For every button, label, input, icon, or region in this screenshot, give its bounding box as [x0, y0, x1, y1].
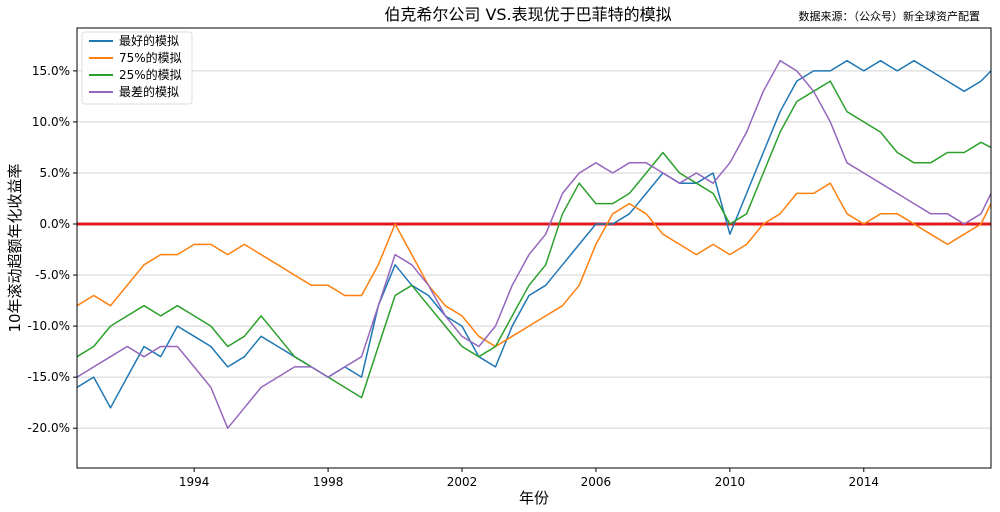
x-tick-label: 2010: [715, 475, 746, 489]
legend-label: 最好的模拟: [119, 33, 179, 48]
y-tick-label: -20.0%: [28, 421, 70, 435]
y-tick-label: 15.0%: [32, 64, 70, 78]
y-tick-label: -15.0%: [28, 370, 70, 384]
y-tick-label: 0.0%: [40, 217, 71, 231]
y-tick-label: 5.0%: [40, 166, 71, 180]
x-tick-label: 1998: [313, 475, 344, 489]
series-line-4: [76, 59, 992, 429]
x-tick-label: 2014: [849, 475, 880, 489]
y-tick-label: -10.0%: [28, 319, 70, 333]
series-group: [76, 59, 992, 429]
data-source: 数据来源：（公众号）新全球资产配置: [799, 9, 981, 23]
x-axis: 1994 1998 2002 2006 2010 2014: [179, 468, 879, 489]
y-tick-label: -5.0%: [35, 268, 70, 282]
legend-label: 最差的模拟: [119, 84, 179, 99]
series-line-2: [76, 182, 992, 348]
x-axis-label: 年份: [519, 489, 549, 507]
legend-label: 25%的模拟: [119, 67, 182, 82]
series-line-1: [76, 59, 992, 409]
chart-title: 伯克希尔公司 VS.表现优于巴菲特的模拟: [384, 5, 671, 24]
x-tick-label: 2002: [447, 475, 478, 489]
y-tick-label: 10.0%: [32, 115, 70, 129]
legend-label: 75%的模拟: [119, 50, 182, 65]
series-line-3: [76, 80, 992, 399]
y-axis-label: 10年滚动超额年化收益率: [6, 163, 24, 332]
plot-frame: [76, 27, 992, 469]
x-tick-label: 1994: [179, 475, 210, 489]
legend-box: [81, 31, 193, 105]
y-axis: 15.0% 10.0% 5.0% 0.0% -5.0% -10.0% -15.0% -20.0…: [28, 64, 77, 435]
x-tick-label: 2006: [581, 475, 612, 489]
